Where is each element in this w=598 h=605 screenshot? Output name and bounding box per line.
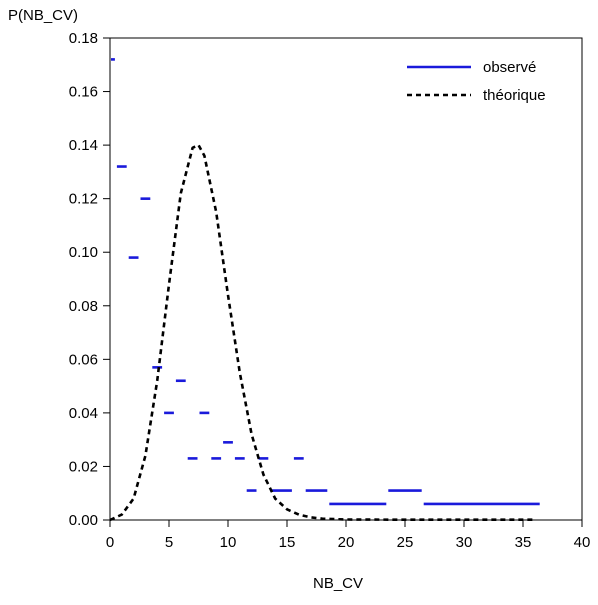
y-tick-label: 0.06 (69, 351, 98, 368)
y-tick-label: 0.10 (69, 244, 98, 261)
x-tick-label: 30 (456, 534, 473, 551)
legend-theoretical-label: théorique (483, 87, 546, 104)
y-tick-label: 0.08 (69, 298, 98, 315)
x-tick-label: 25 (397, 534, 414, 551)
plot-area: 0.00 0.02 0.04 0.06 0.08 0.10 0.12 0.14 0.16 0.18… (8, 7, 590, 592)
theoretical-curve (109, 143, 535, 522)
legend-observed-label: observé (483, 59, 536, 76)
y-tick-label: 0.18 (69, 30, 98, 47)
x-tick-label: 0 (106, 534, 114, 551)
y-tick-label: 0.00 (69, 512, 98, 529)
x-tick-label: 5 (165, 534, 173, 551)
y-tick-label: 0.16 (69, 84, 98, 101)
y-tick-label: 0.04 (69, 405, 98, 422)
y-axis-title: P(NB_CV) (8, 7, 78, 24)
x-tick-label: 40 (574, 534, 591, 551)
x-tick-label: 15 (279, 534, 296, 551)
x-axis-title: NB_CV (313, 575, 363, 592)
x-tick-label: 20 (338, 534, 355, 551)
x-tick-label: 10 (220, 534, 237, 551)
y-tick-label: 0.02 (69, 458, 98, 475)
plot-frame (109, 37, 583, 521)
x-tick-label: 35 (515, 534, 532, 551)
y-tick-label: 0.12 (69, 191, 98, 208)
y-tick-label: 0.14 (69, 137, 98, 154)
